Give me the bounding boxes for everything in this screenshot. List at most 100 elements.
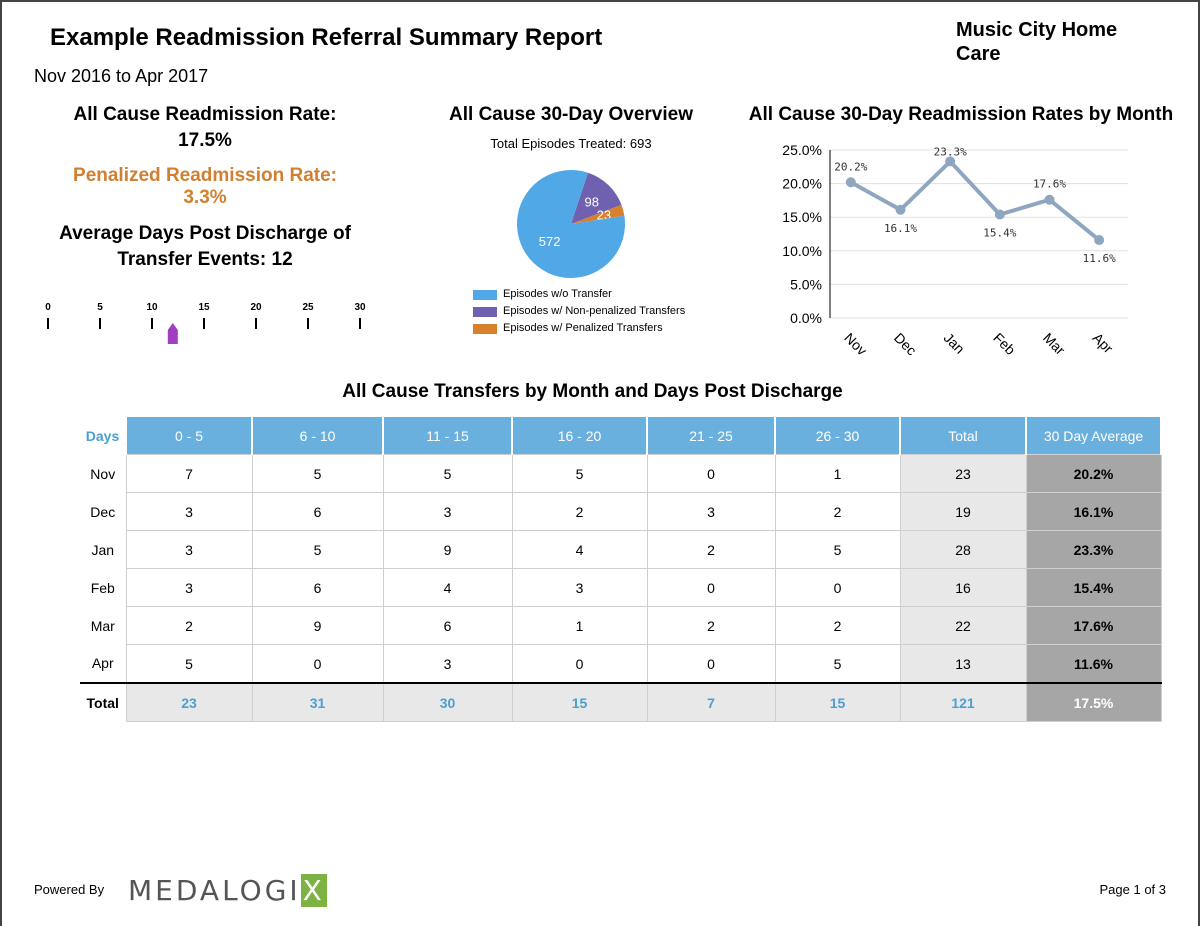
y-tick-label: 0.0% <box>790 310 822 326</box>
table-cell: 16 <box>899 568 1027 607</box>
data-label: 17.6% <box>1033 178 1066 191</box>
table-cell: 1 <box>511 606 648 645</box>
table-cell: 0 <box>646 568 776 607</box>
table-cell: 0 <box>646 454 776 493</box>
table-cell: 7 <box>125 454 253 493</box>
pie-legend-item: Episodes w/ Non-penalized Transfers <box>473 305 693 318</box>
gauge-tick-label: 0 <box>45 302 51 313</box>
penalized-rate-label: Penalized Readmission Rate: <box>73 165 337 186</box>
total-cell: 30 <box>382 682 513 722</box>
pie-slice <box>517 170 625 278</box>
y-tick-label: 5.0% <box>790 276 822 292</box>
pie-legend-swatch <box>473 307 497 317</box>
x-tick-label: Dec <box>891 330 920 356</box>
series-point <box>845 177 856 188</box>
table-cell: 3 <box>125 492 253 531</box>
gauge-tick-label: 10 <box>146 302 158 313</box>
table-cell: 11.6% <box>1025 644 1162 684</box>
total-cell: 23 <box>125 682 253 722</box>
pie-legend-item: Episodes w/o Transfer <box>473 288 693 301</box>
total-cell: 7 <box>646 682 776 722</box>
table-cell: 9 <box>382 530 513 569</box>
table-cell: 2 <box>511 492 648 531</box>
table-row: Apr 5 0 3 0 0 5 13 11.6% <box>80 644 1162 684</box>
table-cell: 16.1% <box>1025 492 1162 531</box>
data-label: 15.4% <box>983 227 1016 240</box>
powered-by-label: Powered By <box>34 882 105 897</box>
total-cell: 15 <box>511 682 648 722</box>
avg-days-label: Average Days Post Discharge of <box>59 223 351 244</box>
table-row: Feb 3 6 4 3 0 0 16 15.4% <box>80 568 1162 607</box>
table-header-cell: 16 - 20 <box>512 417 648 455</box>
overview-title: All Cause 30-Day Overview <box>449 104 693 125</box>
table-header-cell: 6 - 10 <box>252 417 384 455</box>
total-cell: 15 <box>774 682 901 722</box>
table-cell: 3 <box>125 568 253 607</box>
pie-slice-label: 572 <box>539 234 561 249</box>
x-tick-label: Mar <box>1040 330 1069 356</box>
gauge-tick-label: 5 <box>97 302 103 313</box>
table-cell: 3 <box>125 530 253 569</box>
table-row: Nov 7 5 5 5 0 1 23 20.2% <box>80 454 1162 493</box>
gauge-tick-label: 25 <box>302 302 314 313</box>
data-label: 11.6% <box>1083 252 1116 265</box>
table-cell: 20.2% <box>1025 454 1162 493</box>
table-cell: 2 <box>774 492 901 531</box>
gauge-tick-label: 20 <box>250 302 262 313</box>
series-point <box>895 204 906 215</box>
pie-legend-label: Episodes w/ Penalized Transfers <box>503 322 663 334</box>
y-tick-label: 10.0% <box>782 243 822 259</box>
row-month-label: Apr <box>91 655 114 672</box>
table-cell: 0 <box>251 644 384 684</box>
total-row-label: Total <box>80 682 126 722</box>
table-cell: 3 <box>382 492 513 531</box>
data-label: 23.3% <box>934 145 967 158</box>
table-cell: 13 <box>899 644 1027 684</box>
logo-text: MEDALOGI <box>128 874 301 907</box>
table-cell: 0 <box>774 568 901 607</box>
logo-x: X <box>300 874 327 907</box>
line-chart-title: All Cause 30-Day Readmission Rates by Mo… <box>748 104 1174 125</box>
table-cell: 5 <box>251 530 384 569</box>
table-header-cell: Total <box>900 417 1027 455</box>
table-header-cell: 26 - 30 <box>775 417 901 455</box>
series-point <box>1044 194 1055 205</box>
table-cell: 3 <box>511 568 648 607</box>
pie-legend-item: Episodes w/ Penalized Transfers <box>473 322 693 335</box>
pie-legend-label: Episodes w/o Transfer <box>503 288 612 300</box>
agency-name-line2: Care <box>956 43 1001 65</box>
table-cell: 17.6% <box>1025 606 1162 645</box>
table-row: Jan 3 5 9 4 2 5 28 23.3% <box>80 530 1162 569</box>
table-cell: 2 <box>125 606 253 645</box>
page-border-left <box>0 0 2 926</box>
x-tick-label: Feb <box>990 330 1019 356</box>
table-row: Dec 3 6 3 2 3 2 19 16.1% <box>80 492 1162 531</box>
page-number: Page 1 of 3 <box>1099 882 1167 897</box>
table-cell: 15.4% <box>1025 568 1162 607</box>
avg-days-gauge: 0 5 10 15 20 25 30 <box>45 302 366 344</box>
agency-name-line1: Music City Home <box>956 19 1118 41</box>
table-header-cell: 0 - 5 <box>126 417 253 455</box>
table-cell: 5 <box>511 454 648 493</box>
page-border-top <box>0 0 1200 2</box>
table-total-row: Total 23 31 30 15 7 15 121 17.5% <box>80 682 1162 722</box>
table-cell: 2 <box>646 530 776 569</box>
table-row: Mar 2 9 6 1 2 2 22 17.6% <box>80 606 1162 645</box>
penalized-rate-value: 3.3% <box>183 187 227 208</box>
table-cell: 9 <box>251 606 384 645</box>
all-cause-rate-label: All Cause Readmission Rate: <box>73 104 337 125</box>
table-cell: 4 <box>382 568 513 607</box>
row-month-label: Jan <box>91 541 115 558</box>
row-month-label: Dec <box>90 503 116 520</box>
medalogix-logo: MEDALOGIX <box>128 874 327 907</box>
pie-legend-label: Episodes w/ Non-penalized Transfers <box>503 305 686 317</box>
series-line <box>849 158 1101 242</box>
overview-pie-legend: Episodes w/o Transfer Episodes w/ Non-pen… <box>473 288 693 339</box>
pie-legend-swatch <box>473 290 497 300</box>
table-header-cell: 30 Day Average <box>1026 417 1162 455</box>
avg-days-value: Transfer Events: 12 <box>117 249 293 270</box>
total-cell: 17.5% <box>1025 682 1162 722</box>
pie-legend-swatch <box>473 324 497 334</box>
